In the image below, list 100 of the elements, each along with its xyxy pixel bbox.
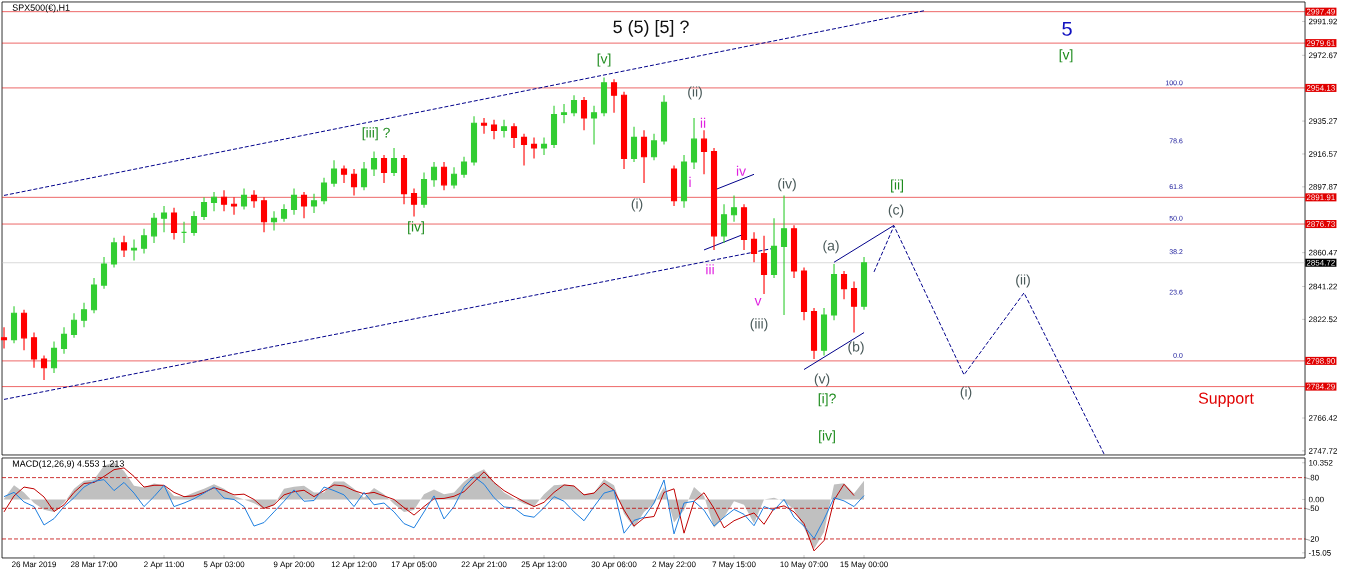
candlestick — [840, 270, 848, 300]
chart-title: SPX500(€),H1 — [12, 4, 70, 13]
candlestick — [530, 136, 538, 160]
candlestick — [820, 307, 828, 356]
candlestick — [520, 133, 528, 167]
candlestick — [200, 196, 208, 221]
candlestick — [650, 133, 658, 161]
annotation: [ii] — [891, 179, 903, 193]
candlestick — [320, 177, 328, 205]
candlestick — [400, 154, 408, 205]
candlestick — [610, 78, 618, 114]
candlestick — [850, 281, 858, 334]
candlestick — [40, 354, 48, 381]
annotation: [iii] ? — [362, 127, 390, 141]
candlestick — [760, 235, 768, 295]
candlestick — [690, 117, 698, 170]
candlestick — [360, 161, 368, 191]
candlestick — [600, 77, 608, 117]
candlestick — [280, 203, 288, 223]
annotation: [i]? — [818, 393, 836, 407]
annotation: (c) — [888, 204, 904, 218]
candlestick — [290, 187, 298, 216]
annotation: (b) — [848, 341, 864, 355]
candlestick — [370, 150, 378, 177]
candlestick — [740, 203, 748, 251]
annotation: [v] — [1059, 49, 1073, 63]
candlestick — [140, 228, 148, 254]
candlestick — [630, 126, 638, 163]
candlestick — [490, 119, 498, 140]
candlestick — [790, 224, 798, 279]
candlestick — [240, 187, 248, 211]
annotation: ii — [700, 117, 706, 128]
candlestick — [50, 340, 58, 374]
candlestick — [480, 117, 488, 135]
candlestick — [20, 309, 28, 351]
candlestick — [750, 231, 758, 263]
annotation: Support — [1198, 392, 1254, 407]
candlestick — [800, 266, 808, 321]
candlestick — [210, 191, 218, 212]
candlestick — [470, 115, 478, 167]
candlestick — [170, 207, 178, 240]
annotation: v — [754, 298, 762, 306]
candlestick — [700, 129, 708, 175]
candlestick — [620, 91, 628, 170]
annotation: 5 (5) [5] ? — [613, 20, 689, 37]
candlestick — [830, 263, 838, 321]
annotation: (ii) — [1016, 274, 1030, 288]
chart-title: MACD(12,26,9) 4.553 1.213 — [12, 460, 124, 469]
candlestick — [0, 326, 8, 349]
candlestick — [580, 96, 588, 131]
candlestick — [130, 238, 138, 262]
candlestick — [300, 191, 308, 219]
annotation: [iv] — [819, 430, 835, 444]
candlestick — [250, 189, 258, 209]
candlestick — [660, 94, 668, 145]
annotation: [v] — [597, 53, 611, 67]
candlestick — [720, 203, 728, 244]
candlestick — [90, 277, 98, 314]
candlestick — [190, 210, 198, 237]
candlestick — [350, 168, 358, 196]
candlestick — [310, 193, 318, 214]
candlestick — [340, 164, 348, 184]
annotation: (i) — [631, 198, 643, 212]
candlestick — [550, 105, 558, 149]
candlestick — [640, 129, 648, 184]
candlestick — [270, 210, 278, 232]
candlestick — [510, 122, 518, 149]
annotation: (iv) — [778, 178, 796, 192]
annotation: iii — [706, 264, 714, 275]
candlestick — [410, 187, 418, 218]
candlestick — [160, 205, 168, 233]
candlestick — [380, 154, 388, 184]
candlestick — [10, 305, 18, 344]
candlestick — [150, 212, 158, 244]
candlestick — [860, 256, 868, 311]
candlestick — [70, 312, 78, 339]
candlestick — [430, 161, 438, 188]
candlestick — [30, 332, 38, 369]
candlestick — [560, 103, 568, 124]
candlestick — [460, 156, 468, 179]
candlestick — [780, 194, 788, 316]
candlestick — [180, 221, 188, 244]
candlestick — [60, 326, 68, 355]
candlestick — [100, 256, 108, 290]
candlestick — [500, 119, 508, 138]
candlestick — [80, 302, 88, 328]
candlestick — [680, 154, 688, 209]
annotation: (a) — [823, 240, 839, 254]
candlestick — [390, 147, 398, 177]
candlestick — [120, 235, 128, 258]
candlestick — [810, 307, 818, 360]
candlestick — [770, 217, 778, 279]
candlestick — [540, 136, 548, 156]
candlestick — [590, 105, 598, 145]
annotation: [iv] — [408, 221, 424, 235]
annotation: (v) — [814, 373, 830, 387]
annotation: (i) — [960, 386, 972, 400]
candlestick — [570, 94, 578, 117]
candlestick — [330, 159, 338, 188]
candlestick — [450, 166, 458, 189]
